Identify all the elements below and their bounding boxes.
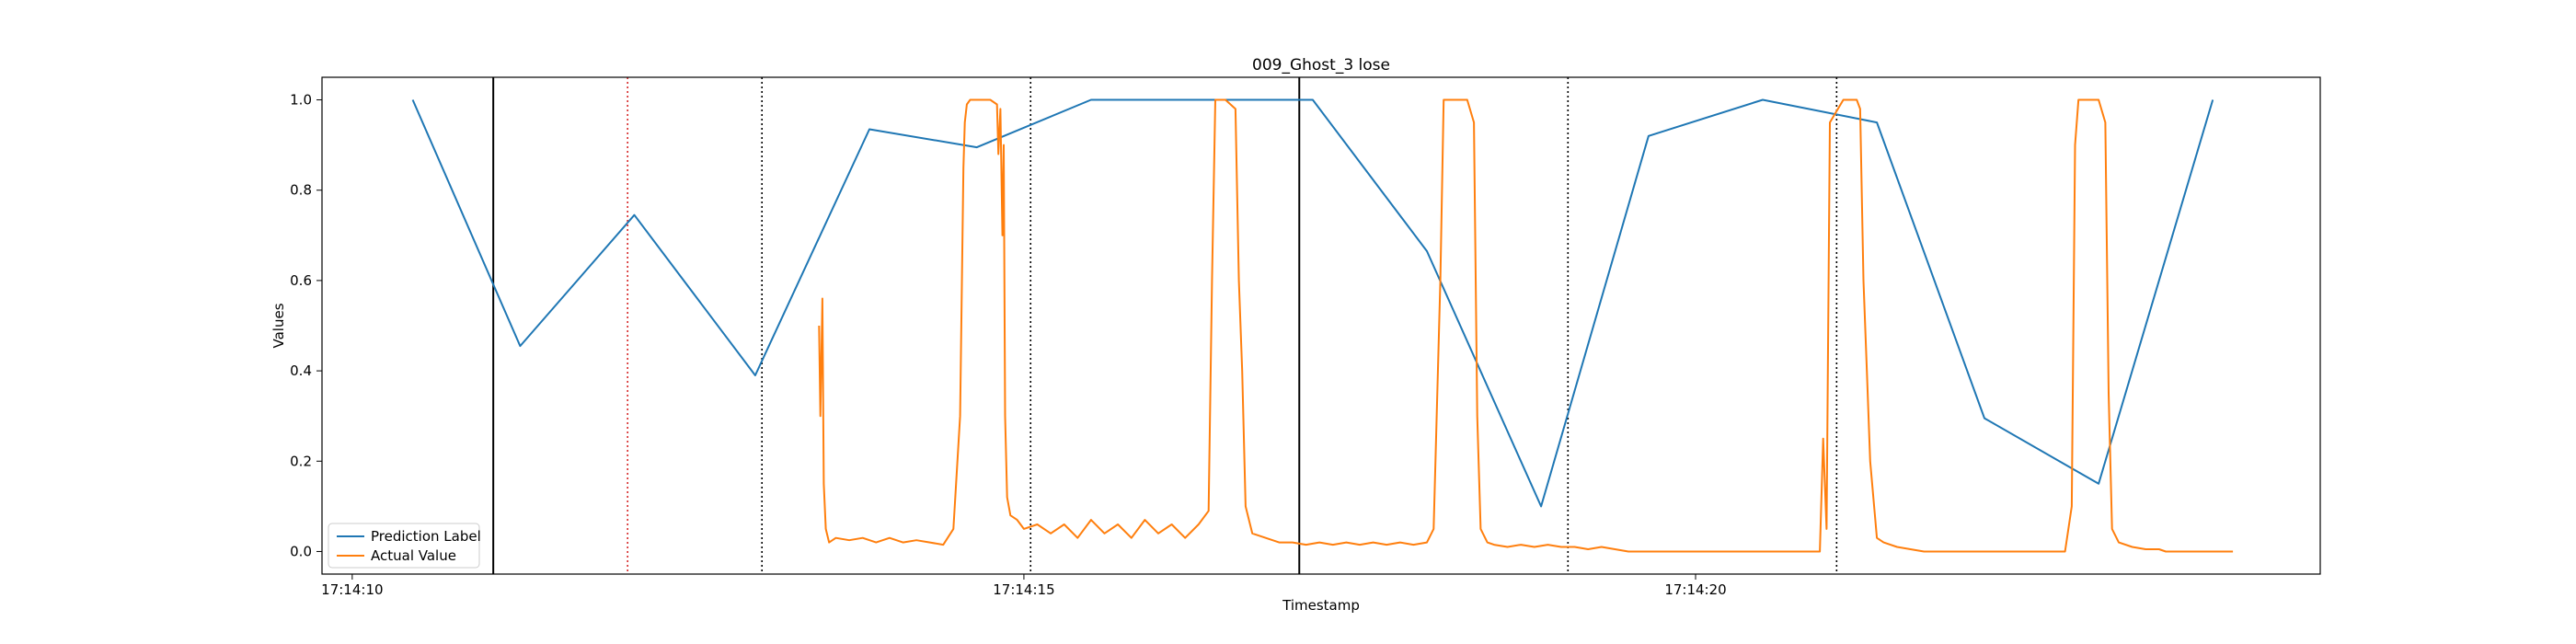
y-axis: 0.0 0.2 0.4 0.6 0.8 1.0	[290, 92, 322, 559]
series-layer	[411, 98, 2234, 553]
actual-value-line	[818, 98, 2234, 553]
x-tick-label: 17:14:15	[993, 581, 1054, 598]
plot-frame	[321, 76, 2321, 575]
x-tick-label: 17:14:20	[1664, 581, 1726, 598]
x-axis-label: Timestamp	[1282, 597, 1360, 614]
y-tick-label: 0.6	[290, 272, 312, 289]
chart-title: 009_Ghost_3 lose	[1252, 56, 1390, 75]
y-tick-label: 0.2	[290, 453, 312, 469]
legend-label-actual: Actual Value	[371, 547, 456, 564]
x-axis: 17:14:10 17:14:15 17:14:20	[321, 574, 1727, 598]
y-axis-label: Values	[270, 303, 287, 348]
plot-area	[321, 76, 2321, 575]
legend: Prediction Label Actual Value	[328, 523, 481, 569]
y-tick-label: 0.8	[290, 182, 312, 199]
x-tick-label: 17:14:10	[321, 581, 383, 598]
vertical-markers	[492, 77, 1838, 574]
y-tick-label: 1.0	[290, 92, 312, 109]
y-tick-label: 0.0	[290, 543, 312, 559]
prediction-label-line	[411, 98, 2214, 508]
legend-label-prediction: Prediction Label	[371, 528, 481, 545]
legend-box	[328, 523, 480, 569]
y-tick-label: 0.4	[290, 362, 312, 379]
